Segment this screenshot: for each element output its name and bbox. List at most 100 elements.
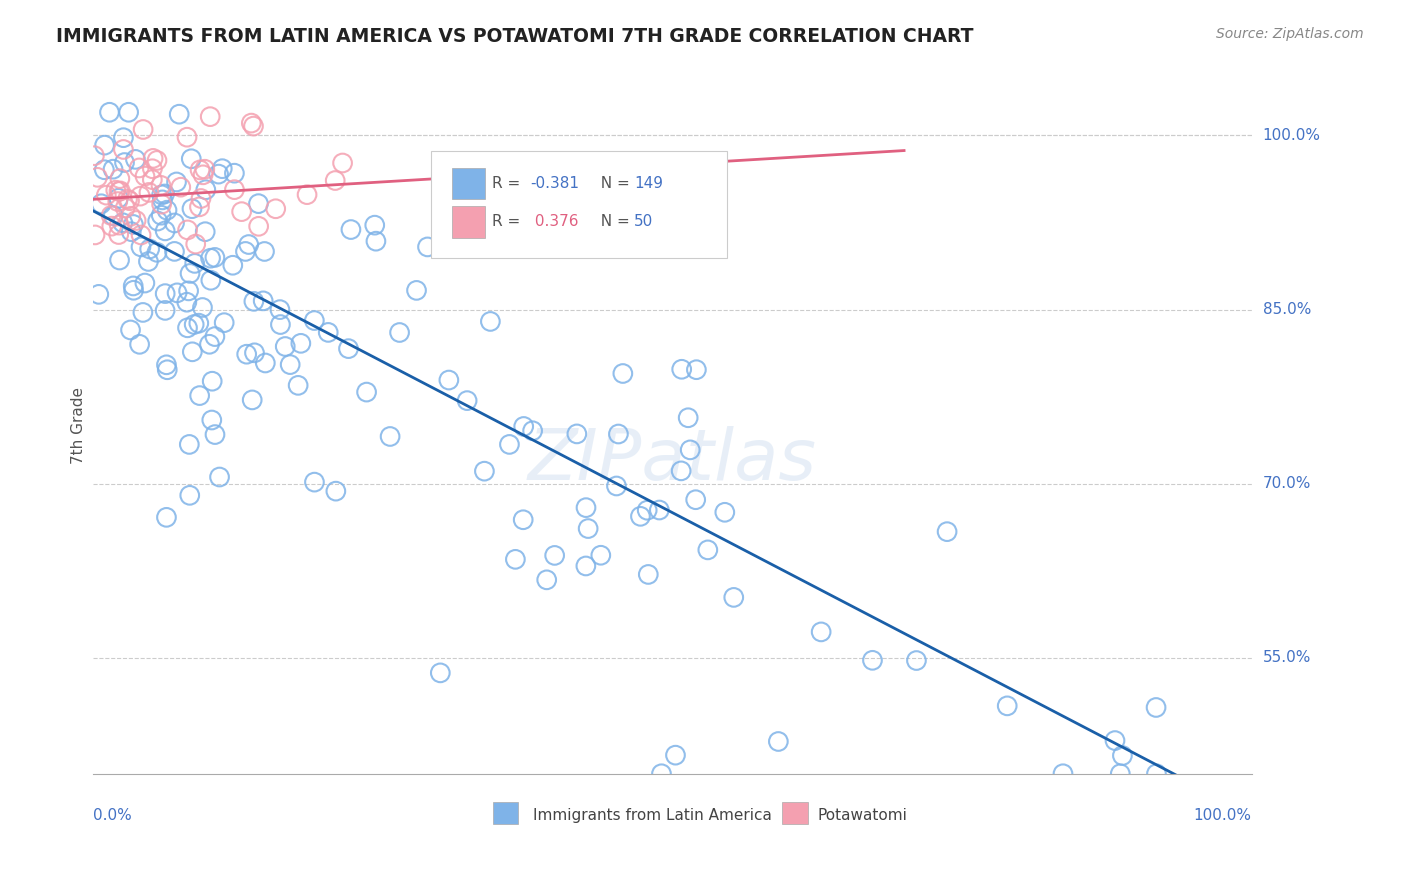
Point (138, 254, 160, 268)
Point (1104, 733, 1126, 747)
Point (340, 222, 363, 236)
Point (93, 162, 115, 177)
Point (669, 464, 692, 478)
Point (110, 184, 132, 198)
Point (166, 285, 188, 300)
Point (108, 253, 131, 268)
Point (274, 339, 297, 353)
Point (86, 170, 108, 185)
Point (179, 488, 201, 502)
Point (150, 197, 173, 211)
Point (325, 484, 347, 499)
Point (337, 342, 360, 356)
Point (183, 256, 205, 270)
Point (120, 209, 142, 223)
Point (204, 251, 226, 265)
Point (264, 202, 287, 216)
Text: 55.0%: 55.0% (1263, 650, 1310, 665)
Point (405, 284, 427, 298)
Point (134, 276, 156, 290)
Point (155, 510, 177, 524)
Point (204, 427, 226, 442)
Text: 100.0%: 100.0% (1263, 128, 1320, 143)
Point (650, 766, 672, 780)
Text: 149: 149 (634, 176, 664, 191)
Point (679, 442, 702, 457)
Text: Immigrants from Latin America: Immigrants from Latin America (533, 808, 772, 823)
Point (194, 225, 217, 239)
Point (114, 201, 136, 215)
Point (179, 267, 201, 281)
Point (103, 209, 125, 223)
Point (120, 323, 142, 337)
Point (636, 503, 658, 517)
Point (141, 161, 163, 176)
Y-axis label: 7th Grade: 7th Grade (72, 387, 86, 464)
Point (240, 392, 263, 407)
Point (676, 410, 699, 425)
Point (87, 287, 110, 301)
Point (378, 429, 401, 443)
Point (141, 172, 163, 186)
Point (512, 513, 534, 527)
Text: 0.0%: 0.0% (93, 808, 132, 823)
Text: 0.376: 0.376 (530, 214, 578, 229)
Point (247, 196, 270, 211)
Point (543, 549, 565, 563)
Point (107, 194, 129, 209)
Point (512, 419, 534, 434)
Point (90, 196, 112, 211)
Point (200, 251, 222, 265)
Point (122, 279, 145, 293)
Point (188, 162, 211, 177)
Point (714, 505, 737, 519)
Point (253, 244, 276, 259)
Point (242, 119, 264, 133)
Text: -0.381: -0.381 (530, 176, 579, 191)
Point (181, 202, 204, 216)
Point (142, 152, 165, 166)
Point (163, 216, 186, 230)
Point (128, 161, 150, 175)
Text: IMMIGRANTS FROM LATIN AMERICA VS POTAWATOMI 7TH GRADE CORRELATION CHART: IMMIGRANTS FROM LATIN AMERICA VS POTAWAT… (56, 27, 974, 45)
Point (156, 203, 179, 218)
Point (100, 219, 122, 234)
Point (122, 218, 145, 232)
Point (862, 653, 884, 667)
Point (124, 153, 146, 167)
Point (696, 542, 718, 557)
Point (167, 107, 190, 121)
Point (201, 374, 224, 388)
Point (456, 393, 478, 408)
Point (180, 152, 202, 166)
Point (198, 337, 221, 351)
Point (177, 284, 200, 298)
Point (222, 258, 245, 272)
Text: Potawatomi: Potawatomi (817, 808, 907, 823)
Point (153, 303, 176, 318)
Point (1109, 766, 1132, 780)
Point (269, 302, 291, 317)
Point (316, 326, 339, 340)
Point (648, 503, 671, 517)
FancyBboxPatch shape (782, 802, 808, 824)
Text: R =: R = (492, 176, 524, 191)
Point (364, 234, 387, 248)
Point (170, 180, 193, 194)
Point (155, 358, 177, 372)
Point (254, 356, 277, 370)
Point (93, 138, 115, 153)
Text: N =: N = (592, 214, 636, 229)
Point (129, 227, 152, 242)
Point (112, 143, 135, 157)
Point (125, 213, 148, 227)
Point (146, 245, 169, 260)
Point (200, 110, 222, 124)
Point (108, 185, 131, 199)
Point (388, 326, 411, 340)
Point (685, 492, 707, 507)
Point (212, 316, 235, 330)
Point (664, 748, 686, 763)
Point (995, 698, 1018, 713)
Point (247, 219, 270, 234)
